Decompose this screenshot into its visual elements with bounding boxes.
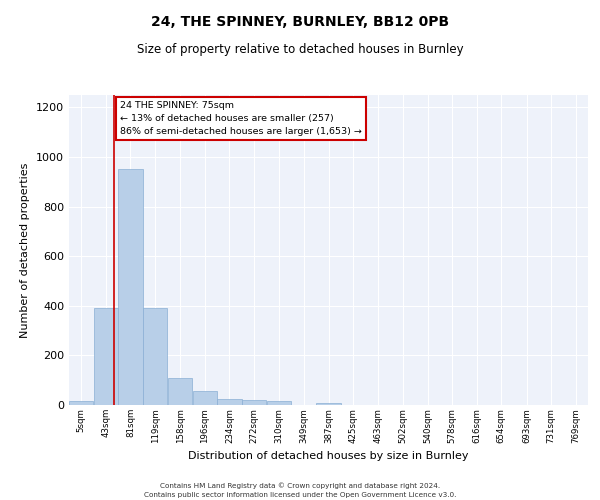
Bar bbox=[193, 392, 217, 405]
Text: Size of property relative to detached houses in Burnley: Size of property relative to detached ho… bbox=[137, 42, 463, 56]
Bar bbox=[242, 400, 266, 405]
Text: Contains HM Land Registry data © Crown copyright and database right 2024.
Contai: Contains HM Land Registry data © Crown c… bbox=[144, 482, 456, 498]
Text: 24 THE SPINNEY: 75sqm
← 13% of detached houses are smaller (257)
86% of semi-det: 24 THE SPINNEY: 75sqm ← 13% of detached … bbox=[120, 101, 362, 136]
Bar bbox=[266, 402, 291, 405]
Bar bbox=[168, 378, 193, 405]
Text: 24, THE SPINNEY, BURNLEY, BB12 0PB: 24, THE SPINNEY, BURNLEY, BB12 0PB bbox=[151, 15, 449, 29]
X-axis label: Distribution of detached houses by size in Burnley: Distribution of detached houses by size … bbox=[188, 451, 469, 461]
Bar bbox=[94, 308, 118, 405]
Bar bbox=[217, 399, 242, 405]
Bar bbox=[69, 402, 94, 405]
Bar bbox=[316, 402, 341, 405]
Y-axis label: Number of detached properties: Number of detached properties bbox=[20, 162, 31, 338]
Bar bbox=[143, 308, 167, 405]
Bar bbox=[118, 170, 143, 405]
